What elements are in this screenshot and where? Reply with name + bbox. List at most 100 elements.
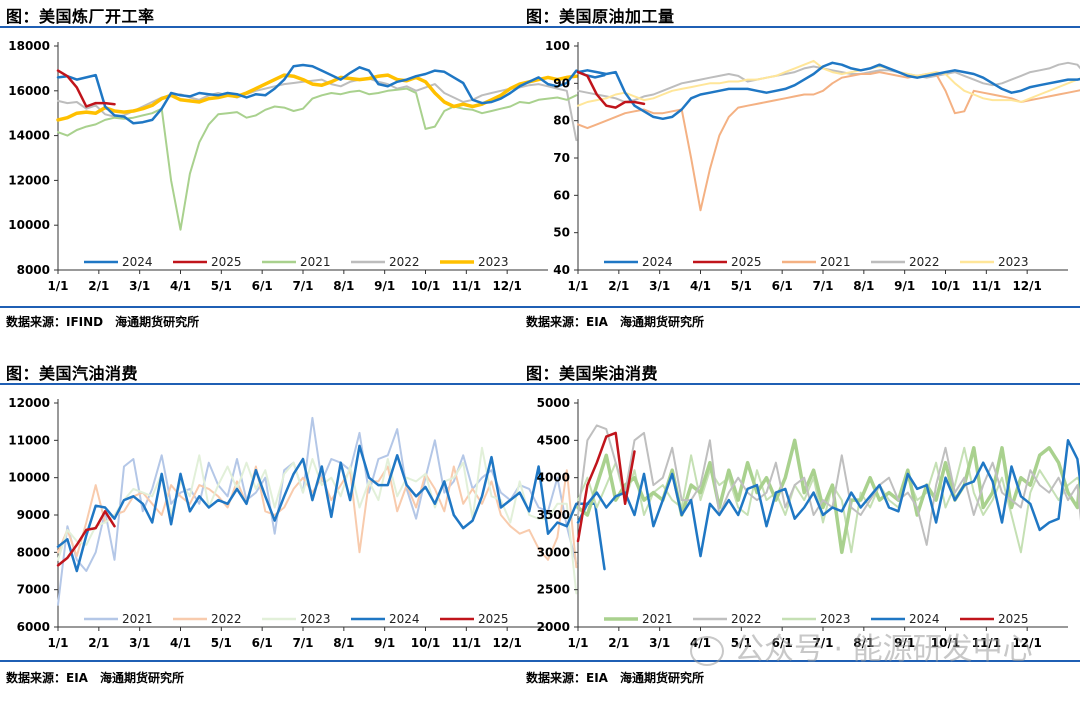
y-tick-label: 9000 xyxy=(17,508,50,522)
panel-crude-runs: 图：美国原油加工量 40 50 60 70 80 90 100 1/1 2/1 3/1 4/1 5/1… xyxy=(520,0,1080,345)
x-tick-label: 8/1 xyxy=(333,279,354,293)
legend-label-2024: 2024 xyxy=(642,255,673,269)
y-tick-label: 3000 xyxy=(537,545,570,559)
x-tick-label: 2/1 xyxy=(608,636,629,650)
x-tick-label: 5/1 xyxy=(731,636,752,650)
x-tick-label: 11/1 xyxy=(452,279,481,293)
series-line-2025 xyxy=(56,69,116,108)
legend-label-2023: 2023 xyxy=(300,612,331,626)
series-line-2024 xyxy=(56,444,606,573)
y-tick-label: 10000 xyxy=(8,471,50,485)
series-line-2022 xyxy=(57,77,578,142)
y-tick-label: 4500 xyxy=(537,433,570,447)
series-line-2022 xyxy=(577,61,1080,103)
x-tick-label: 11/1 xyxy=(972,636,1001,650)
x-tick-label: 6/1 xyxy=(252,636,273,650)
panel-title: 图：美国炼厂开工率 xyxy=(6,7,155,26)
x-tick-label: 9/1 xyxy=(374,279,395,293)
y-tick-label: 3500 xyxy=(537,508,570,522)
x-tick-label: 7/1 xyxy=(812,279,833,293)
x-tick-label: 2/1 xyxy=(88,636,109,650)
series-line-2023 xyxy=(56,73,579,122)
x-tick-label: 10/1 xyxy=(411,636,440,650)
x-tick-label: 4/1 xyxy=(690,279,711,293)
y-tick-label: 18000 xyxy=(8,39,50,53)
y-tick-label: 100 xyxy=(545,39,570,53)
x-tick-label: 12/1 xyxy=(1012,279,1041,293)
x-tick-label: 5/1 xyxy=(211,279,232,293)
panel-title: 图：美国柴油消费 xyxy=(526,364,659,383)
x-tick-label: 10/1 xyxy=(411,279,440,293)
x-tick-label: 4/1 xyxy=(170,636,191,650)
legend-label-2022: 2022 xyxy=(909,255,940,269)
y-tick-label: 80 xyxy=(553,114,570,128)
x-tick-label: 2/1 xyxy=(88,279,109,293)
title-divider xyxy=(0,383,560,385)
x-tick-label: 6/1 xyxy=(772,636,793,650)
y-tick-label: 6000 xyxy=(17,620,50,634)
legend-label-2022: 2022 xyxy=(211,612,242,626)
x-tick-label: 12/1 xyxy=(1012,636,1041,650)
series-line-2023 xyxy=(57,446,578,595)
y-tick-label: 14000 xyxy=(8,129,50,143)
legend-label-2023: 2023 xyxy=(478,255,509,269)
y-tick-label: 8000 xyxy=(17,545,50,559)
panel-title: 图：美国原油加工量 xyxy=(526,7,675,26)
source-divider xyxy=(0,306,560,308)
series-line-2021 xyxy=(57,416,578,606)
y-tick-label: 60 xyxy=(553,188,570,202)
legend-label-2023: 2023 xyxy=(820,612,851,626)
y-tick-label: 50 xyxy=(553,226,570,240)
panel-title: 图：美国汽油消费 xyxy=(6,364,139,383)
legend-label-2024: 2024 xyxy=(122,255,153,269)
legend-label-2025: 2025 xyxy=(211,255,242,269)
series-line-2021 xyxy=(577,71,1080,212)
data-source: 数据来源：EIA 海通期货研究所 xyxy=(526,315,704,329)
x-tick-label: 5/1 xyxy=(211,636,232,650)
series-line-2023 xyxy=(577,59,1080,107)
series-line-2023 xyxy=(577,446,1080,554)
panel-diesel-consumption: 图：美国柴油消费 2000 2500 3000 3500 4000 4500 5000 1/1… xyxy=(520,357,1080,702)
y-tick-label: 2000 xyxy=(537,620,570,634)
legend-label-2021: 2021 xyxy=(300,255,331,269)
watermark: 公众号 · 能源研发中心 xyxy=(690,624,1033,668)
y-tick-label: 16000 xyxy=(8,84,50,98)
legend-label-2023: 2023 xyxy=(998,255,1029,269)
legend-label-2021: 2021 xyxy=(642,612,673,626)
panel-refinery-utilization: 图：美国炼厂开工率 8000 10000 12000 14000 16000 18000 1… xyxy=(0,0,606,345)
series-line-2025 xyxy=(576,431,636,543)
legend-label-2021: 2021 xyxy=(820,255,851,269)
x-tick-label: 2/1 xyxy=(608,279,629,293)
y-tick-label: 5000 xyxy=(537,396,570,410)
legend-label-2022: 2022 xyxy=(389,255,420,269)
x-tick-label: 12/1 xyxy=(492,279,521,293)
x-tick-label: 7/1 xyxy=(292,279,313,293)
title-divider xyxy=(520,383,1080,385)
x-tick-label: 9/1 xyxy=(894,636,915,650)
x-tick-label: 8/1 xyxy=(333,636,354,650)
x-tick-label: 12/1 xyxy=(492,636,521,650)
legend-label-2022: 2022 xyxy=(731,612,762,626)
y-tick-label: 8000 xyxy=(17,263,50,277)
data-source: 数据来源：EIA 海通期货研究所 xyxy=(6,671,184,685)
x-tick-label: 3/1 xyxy=(129,636,150,650)
series-line-2021 xyxy=(57,87,578,231)
title-divider xyxy=(0,26,560,28)
y-tick-label: 90 xyxy=(553,76,570,90)
data-source: 数据来源：IFIND 海通期货研究所 xyxy=(6,315,200,329)
x-tick-label: 3/1 xyxy=(129,279,150,293)
y-tick-label: 12000 xyxy=(8,396,50,410)
panel-gasoline-consumption: 图：美国汽油消费 6000 7000 8000 9000 10000 11000 12000… xyxy=(0,357,606,702)
x-tick-label: 10/1 xyxy=(931,279,960,293)
x-tick-label: 10/1 xyxy=(931,636,960,650)
source-divider xyxy=(520,660,1080,662)
watermark-text: 公众号 · 能源研发中心 xyxy=(734,632,1033,667)
chart-gasoline-consumption: 6000 7000 8000 9000 10000 11000 12000 1/1 2/1 3/1… xyxy=(8,396,606,650)
x-tick-label: 11/1 xyxy=(452,636,481,650)
y-tick-label: 11000 xyxy=(8,433,50,447)
series-line-2025 xyxy=(56,510,116,567)
chart-refinery-utilization: 8000 10000 12000 14000 16000 18000 1/1 2/1 3/1 4/… xyxy=(8,39,606,293)
x-tick-label: 4/1 xyxy=(170,279,191,293)
series-line-2025 xyxy=(576,70,646,109)
